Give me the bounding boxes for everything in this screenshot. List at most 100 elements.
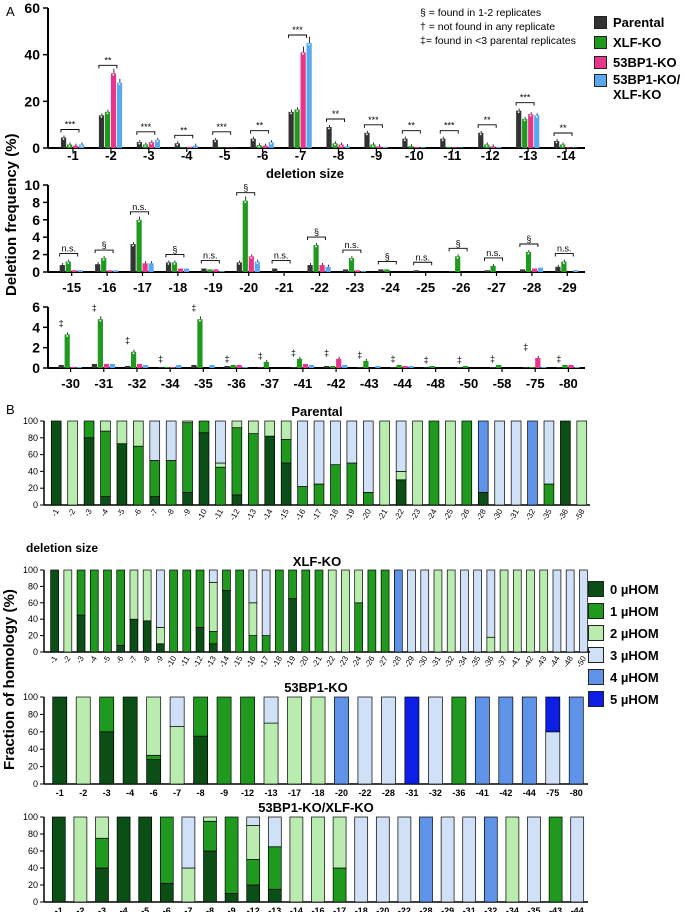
replicate-dot [176,143,179,146]
bar-53bp1-ko-xlf-ko [113,270,119,272]
stack-segment-0-uhom [51,816,66,903]
stack-segment-2-uhom [505,816,520,903]
bar-parental [236,262,242,272]
legend-label: 53BP1-KO [613,54,677,70]
bar-53bp1-ko-xlf-ko [344,146,350,148]
x-tick-label: -1 [56,788,64,798]
x-tick-label: -27 [487,280,506,295]
y-tick-label: 2 [32,340,40,356]
bar-parental [59,265,65,272]
bar-53bp1-ko-xlf-ko [242,366,248,368]
stack-segment-0-uhom [198,432,210,506]
x-tick-label: -20 [297,654,311,669]
stack-segment-3-uhom [297,420,308,487]
x-tick-label: -28 [382,788,395,798]
significance-mark: ** [104,55,112,65]
significance-mark: ** [332,109,340,119]
stack-segment-3-uhom [510,420,522,506]
significance-mark: ‡ [291,348,296,358]
significance-bracket [401,130,421,134]
stack-segment-3-uhom [246,816,261,826]
bar-parental [326,127,332,148]
bar-parental [124,365,131,368]
significance-bracket [477,124,497,128]
replicate-dot [527,252,530,255]
replicate-dot [441,139,444,142]
bar-parental [212,139,218,148]
x-tick-label: -36 [482,654,496,669]
bar-parental [478,132,484,148]
replicate-dot [296,110,298,112]
stack-segment-4-uhom [568,696,584,785]
bar-parental [98,115,105,148]
significance-bracket [448,247,468,252]
y-tick-label: 4 [32,319,40,335]
stack-segment-2-uhom [433,569,443,653]
bar-53bp1-ko-xlf-ko [408,365,414,368]
replicate-dot [315,245,317,248]
stack-segment-3-uhom [169,696,185,727]
stack-segment-0-uhom [122,696,138,785]
bar-53bp1-ko [531,268,538,272]
x-tick-label: -6 [114,654,126,665]
x-tick-label: -7 [173,788,181,798]
bar-xlf-ko [384,269,390,272]
x-tick-label: -4 [181,148,193,163]
x-tick-label: -34 [161,376,181,391]
legend-item-53bp1: 53BP1-KO [594,52,685,72]
significance-mark: ‡ [225,354,230,364]
x-tick-label: -9 [220,788,228,798]
stack-segment-4-uhom [334,696,349,785]
x-tick-label: -22 [398,906,411,912]
stack-segment-1-uhom [76,569,86,616]
significance-mark: § [385,251,390,261]
significance-bracket [554,253,574,257]
bar-xlf-ko [171,262,178,272]
stack-segment-3-uhom [357,696,373,785]
stack-segment-5-uhom [545,696,561,733]
bar-53bp1-ko-xlf-ko [325,266,331,272]
panel-label-a: A [6,4,15,19]
significance-mark: n.s. [203,251,218,261]
stack-segment-2-uhom [327,569,337,653]
x-tick-label: -12 [247,906,260,912]
x-tick-label: -1 [67,148,79,163]
x-tick-label: -4 [88,654,100,665]
stack-segment-3-uhom [494,420,505,506]
significance-bracket [165,253,185,258]
bar-53bp1-ko [528,114,534,148]
x-tick-label: -18 [327,507,341,522]
replicate-dot [99,319,102,322]
stack-segment-4-uhom [527,420,538,506]
stack-segment-2-uhom [512,569,522,653]
x-tick-label: -13 [204,654,218,669]
x-tick-label: -16 [311,906,324,912]
y-tick-label: 100 [23,416,38,426]
x-tick-label: -23 [409,507,423,522]
stack-segment-3-uhom [473,569,482,653]
stack-segment-1-uhom [267,846,282,890]
x-tick-label: -17 [257,654,271,669]
stack-segment-1-uhom [248,433,259,506]
stack-segment-1-uhom [235,569,244,653]
stack-segment-3-uhom [420,569,430,653]
bar-parental [324,365,330,368]
significance-mark: ‡ [158,354,163,364]
stack-segment-4-uhom [477,420,489,493]
stack-segment-2-uhom [332,816,347,869]
stack-segment-2-uhom [142,569,152,622]
bar-xlf-ko [64,334,70,368]
x-tick-label: -9 [154,654,166,665]
bar-xlf-ko [348,258,355,272]
x-tick-label: -12 [228,507,242,522]
x-tick-label: -20 [359,507,373,522]
x-tick-label: -12 [481,148,500,163]
significance-mark: *** [520,93,531,103]
legend-item-parental: Parental [594,12,685,32]
replicate-dot [308,43,310,46]
replicate-dot [555,141,558,144]
x-tick-label: -8 [197,788,205,798]
replicate-dot [523,119,526,122]
significance-mark: *** [65,120,76,130]
x-tick-label: -32 [442,654,456,669]
